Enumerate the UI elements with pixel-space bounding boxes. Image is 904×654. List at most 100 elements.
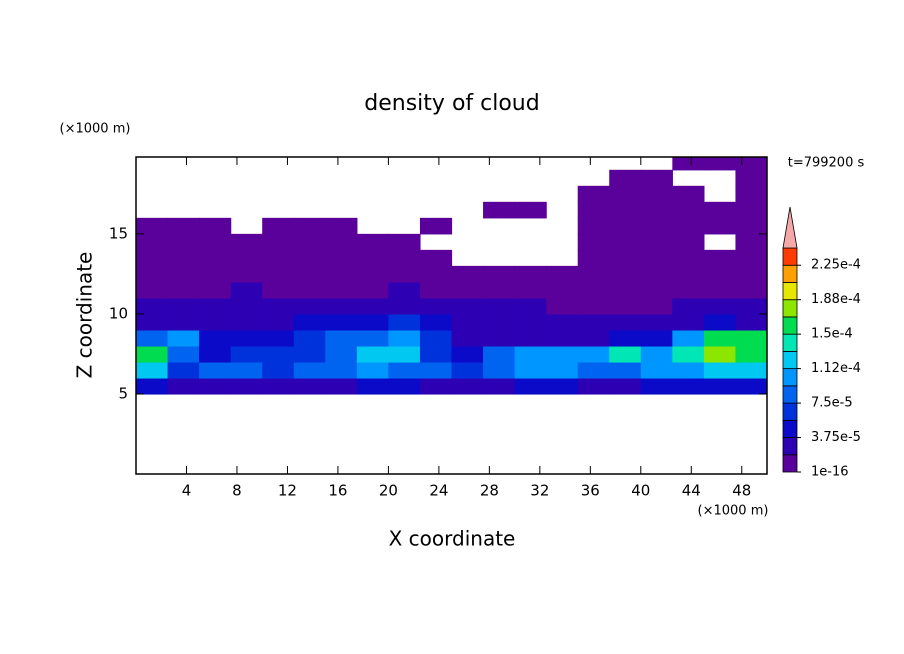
contour-cell — [514, 345, 547, 363]
contour-cell — [167, 249, 200, 267]
contour-cell — [703, 217, 737, 235]
contour-cell — [546, 265, 579, 283]
colorbar-band — [782, 402, 798, 421]
contour-cell — [483, 361, 516, 379]
contour-cell — [672, 233, 705, 251]
contour-cell — [672, 361, 705, 379]
contour-cell — [735, 233, 767, 251]
x-tick-label: 48 — [732, 482, 751, 500]
contour-cell — [356, 361, 389, 379]
colorbar-tick-label: 1.12e-4 — [811, 361, 861, 376]
contour-cell — [419, 313, 453, 331]
contour-cell — [167, 297, 200, 315]
contour-cell — [703, 361, 737, 379]
colorbar-band — [782, 333, 798, 352]
contour-cell — [546, 361, 579, 379]
contour-cell — [325, 329, 358, 347]
contour-cell — [262, 265, 295, 283]
contour-cell — [356, 265, 389, 283]
contour-cell — [325, 249, 358, 267]
contour-cell — [640, 377, 673, 395]
contour-cell — [325, 217, 358, 235]
contour-cell — [735, 345, 767, 363]
contour-cell — [640, 249, 673, 267]
contour-cell — [609, 233, 642, 251]
contour-cell — [199, 233, 232, 251]
colorbar-band — [782, 282, 798, 301]
contour-cell — [262, 249, 295, 267]
x-tick-label: 40 — [631, 482, 650, 500]
contour-cell — [388, 265, 421, 283]
contour-cell — [640, 361, 673, 379]
contour-cell — [262, 313, 295, 331]
contour-cell — [735, 201, 767, 219]
colorbar-band — [782, 299, 798, 318]
contour-cell — [735, 185, 767, 203]
contour-cell — [483, 265, 516, 283]
colorbar-band — [782, 454, 798, 473]
contour-cell — [609, 313, 642, 331]
contour-cell — [230, 361, 263, 379]
contour-cell — [483, 281, 516, 299]
x-axis-title: X coordinate — [389, 527, 516, 551]
contour-cell — [356, 281, 389, 299]
contour-cell — [388, 313, 421, 331]
x-tick-label: 28 — [480, 482, 499, 500]
time-annotation: t=799200 s — [788, 156, 865, 171]
contour-cell — [577, 185, 610, 203]
colorbar-band — [782, 350, 798, 370]
contour-field — [136, 157, 767, 395]
contour-cell — [735, 169, 767, 187]
contour-cell — [735, 265, 767, 283]
contour-cell — [577, 361, 610, 379]
contour-cell — [514, 297, 547, 315]
contour-cell — [262, 281, 295, 299]
contour-cell — [325, 281, 358, 299]
x-unit: (×1000 m) — [698, 504, 769, 519]
colorbar-over — [782, 206, 798, 249]
contour-cell — [609, 249, 642, 267]
contour-cell — [672, 345, 705, 363]
contour-cell — [230, 233, 263, 251]
contour-cell — [672, 329, 705, 347]
contour-cell — [262, 297, 295, 315]
contour-cell — [388, 249, 421, 267]
contour-cell — [546, 313, 579, 331]
contour-cell — [136, 265, 169, 283]
contour-cell — [293, 217, 326, 235]
contour-cell — [483, 297, 516, 315]
colorbar-tick-label: 2.25e-4 — [811, 258, 861, 273]
contour-cell — [293, 249, 326, 267]
contour-cell — [514, 329, 547, 347]
contour-cell — [167, 217, 200, 235]
contour-cell — [672, 157, 705, 171]
contour-cell — [136, 377, 169, 395]
contour-cell — [419, 345, 453, 363]
x-tick-label: 24 — [429, 482, 448, 500]
contour-cell — [640, 281, 673, 299]
contour-cell — [735, 157, 767, 171]
y-axis-title: Z coordinate — [73, 252, 97, 379]
contour-cell — [703, 281, 737, 299]
contour-cell — [388, 345, 421, 363]
contour-cell — [672, 377, 705, 395]
contour-cell — [388, 281, 421, 299]
contour-cell — [356, 233, 389, 251]
contour-cell — [325, 313, 358, 331]
contour-cell — [293, 297, 326, 315]
contour-cell — [640, 169, 673, 187]
contour-cell — [293, 345, 326, 363]
x-tick-label: 4 — [182, 482, 192, 500]
contour-cell — [356, 329, 389, 347]
plot-frame — [135, 156, 768, 475]
y-tick-label: 5 — [118, 384, 128, 402]
contour-cell — [672, 217, 705, 235]
contour-cell — [230, 313, 263, 331]
contour-cell — [546, 377, 579, 395]
contour-cell — [609, 329, 642, 347]
contour-cell — [230, 329, 263, 347]
contour-cell — [735, 249, 767, 267]
contour-cell — [230, 345, 263, 363]
contour-cell — [419, 265, 453, 283]
